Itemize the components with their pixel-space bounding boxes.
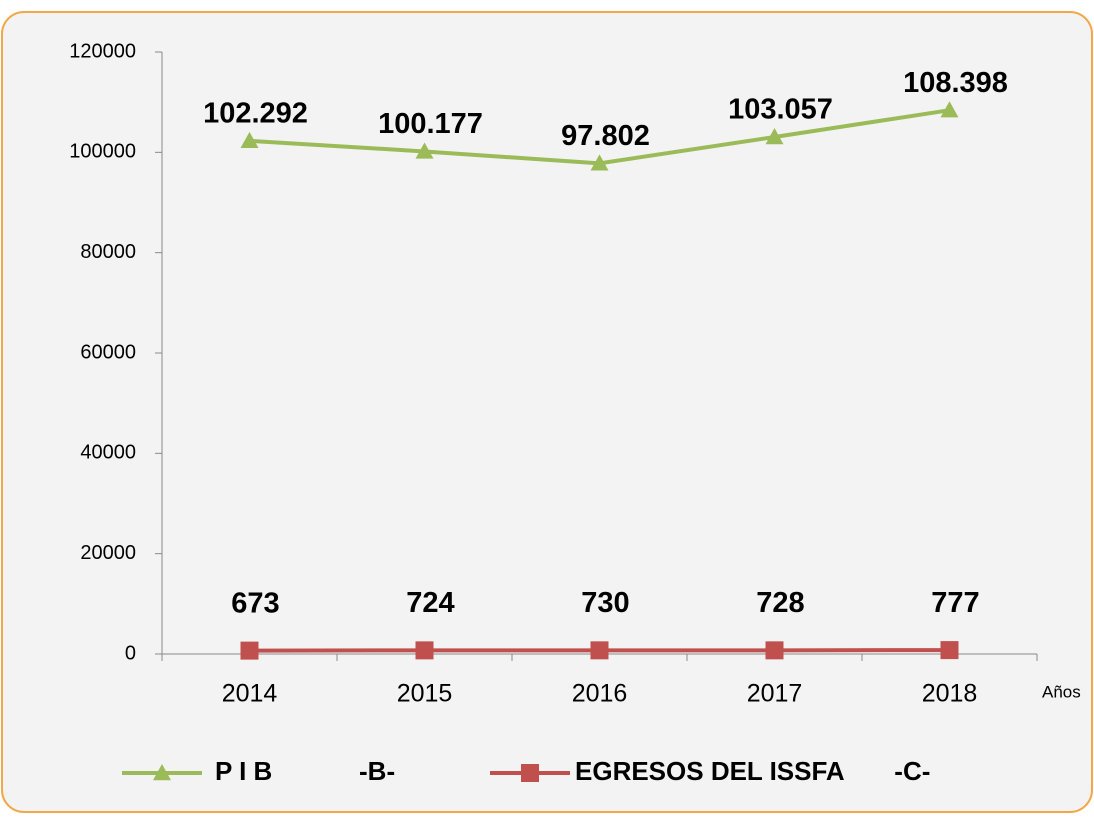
x-tick-label: 2018 — [922, 680, 978, 708]
y-tick-label: 120000 — [69, 40, 136, 62]
data-label: 777 — [931, 587, 979, 619]
marker — [415, 142, 434, 159]
legend-label: EGRESOS DEL ISSFA -C- — [575, 756, 930, 786]
data-label: 100.177 — [378, 108, 483, 140]
y-tick-label: 0 — [125, 642, 136, 664]
data-label: 673 — [231, 587, 279, 619]
y-tick-label: 20000 — [80, 542, 136, 564]
legend-label: P I B -B- — [215, 756, 395, 786]
marker — [240, 131, 259, 149]
y-tick-label: 40000 — [80, 442, 136, 464]
marker — [765, 127, 784, 145]
data-label: 728 — [756, 587, 804, 619]
y-tick-label: 60000 — [80, 341, 136, 363]
x-tick-label: 2016 — [572, 680, 628, 708]
marker — [153, 764, 171, 781]
marker — [765, 641, 784, 660]
data-label: 724 — [406, 587, 454, 619]
marker — [940, 101, 959, 118]
x-axis-label: Años — [1042, 682, 1081, 701]
marker — [415, 641, 434, 660]
marker — [590, 641, 609, 660]
data-label: 97.802 — [561, 120, 650, 152]
x-tick-label: 2017 — [747, 680, 803, 708]
chart-frame — [1, 11, 1093, 813]
data-label: 730 — [581, 587, 629, 619]
marker — [521, 764, 539, 782]
y-tick-label: 80000 — [80, 241, 136, 263]
data-label: 102.292 — [203, 97, 308, 129]
data-label: 108.398 — [903, 67, 1008, 99]
y-tick-label: 100000 — [69, 141, 136, 163]
marker — [240, 641, 259, 660]
data-label: 103.057 — [728, 94, 833, 126]
marker — [940, 641, 959, 660]
marker — [590, 154, 609, 171]
x-tick-label: 2014 — [222, 680, 278, 708]
x-tick-label: 2015 — [397, 680, 453, 708]
